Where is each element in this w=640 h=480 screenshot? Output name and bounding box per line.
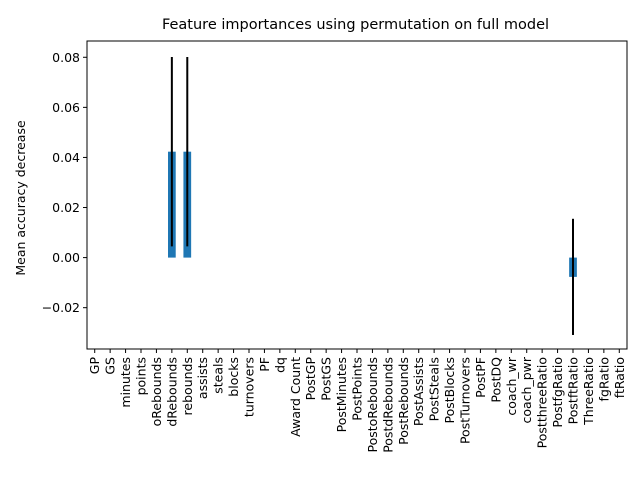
x-tick-label: minutes <box>118 357 133 408</box>
x-tick-label: turnovers <box>242 357 257 417</box>
x-tick-label: rebounds <box>180 357 195 415</box>
x-tick-label: dRebounds <box>164 357 179 427</box>
chart-title: Feature importances using permutation on… <box>162 17 549 33</box>
y-axis-ticks: −0.02 0.00 0.02 0.04 0.06 0.08 <box>42 50 87 315</box>
x-tick-label: PostGP <box>303 357 318 401</box>
y-tick-label: 0.02 <box>52 200 80 215</box>
x-tick-label: PostSteals <box>427 357 442 421</box>
x-tick-label: blocks <box>226 357 241 397</box>
x-tick-label: PostdRebounds <box>380 357 395 453</box>
x-tick-label: PostAssists <box>411 357 426 426</box>
x-tick-label: PostPF <box>473 357 488 398</box>
y-tick-label: 0.04 <box>52 150 80 165</box>
x-tick-label: fgRatio <box>596 357 611 401</box>
x-tick-label: Award Count <box>288 357 303 437</box>
y-tick-label: 0.06 <box>52 100 80 115</box>
x-tick-label: PostthreeRatio <box>535 357 550 448</box>
x-tick-label: PostDQ <box>488 357 503 403</box>
y-axis-label: Mean accuracy decrease <box>13 120 28 276</box>
x-tick-label: PostPoints <box>350 357 365 421</box>
x-tick-label: assists <box>195 357 210 399</box>
x-axis-ticks: GP GS minutes points oRebounds dRebounds rebou… <box>87 349 627 453</box>
x-tick-label: oRebounds <box>149 357 164 426</box>
plot-frame <box>86 40 628 350</box>
x-tick-label: PostoRebounds <box>365 357 380 453</box>
x-tick-label: PostBlocks <box>442 357 457 423</box>
x-tick-label: PostfgRatio <box>550 357 565 428</box>
x-tick-label: steals <box>211 357 226 394</box>
x-tick-label: GS <box>103 357 118 375</box>
x-tick-label: PostTurnovers <box>458 357 473 444</box>
x-tick-label: PostGS <box>319 357 334 401</box>
x-tick-label: PostMinutes <box>334 357 349 432</box>
x-tick-label: PostRebounds <box>396 357 411 445</box>
y-tick-label: 0.08 <box>52 50 80 65</box>
x-tick-label: ThreeRatio <box>581 357 596 426</box>
x-tick-label: coach_wr <box>504 356 519 415</box>
x-tick-label: PF <box>257 357 272 372</box>
plot-area <box>168 57 577 335</box>
x-tick-label: points <box>134 357 149 395</box>
y-tick-label: 0.00 <box>52 250 80 265</box>
y-tick-label: −0.02 <box>42 300 80 315</box>
x-tick-label: ftRatio <box>612 357 627 398</box>
x-tick-label: coach_pwr <box>519 356 534 423</box>
x-tick-label: PostftRatio <box>566 357 581 424</box>
x-tick-label: GP <box>87 357 102 375</box>
x-tick-label: dq <box>272 357 287 373</box>
